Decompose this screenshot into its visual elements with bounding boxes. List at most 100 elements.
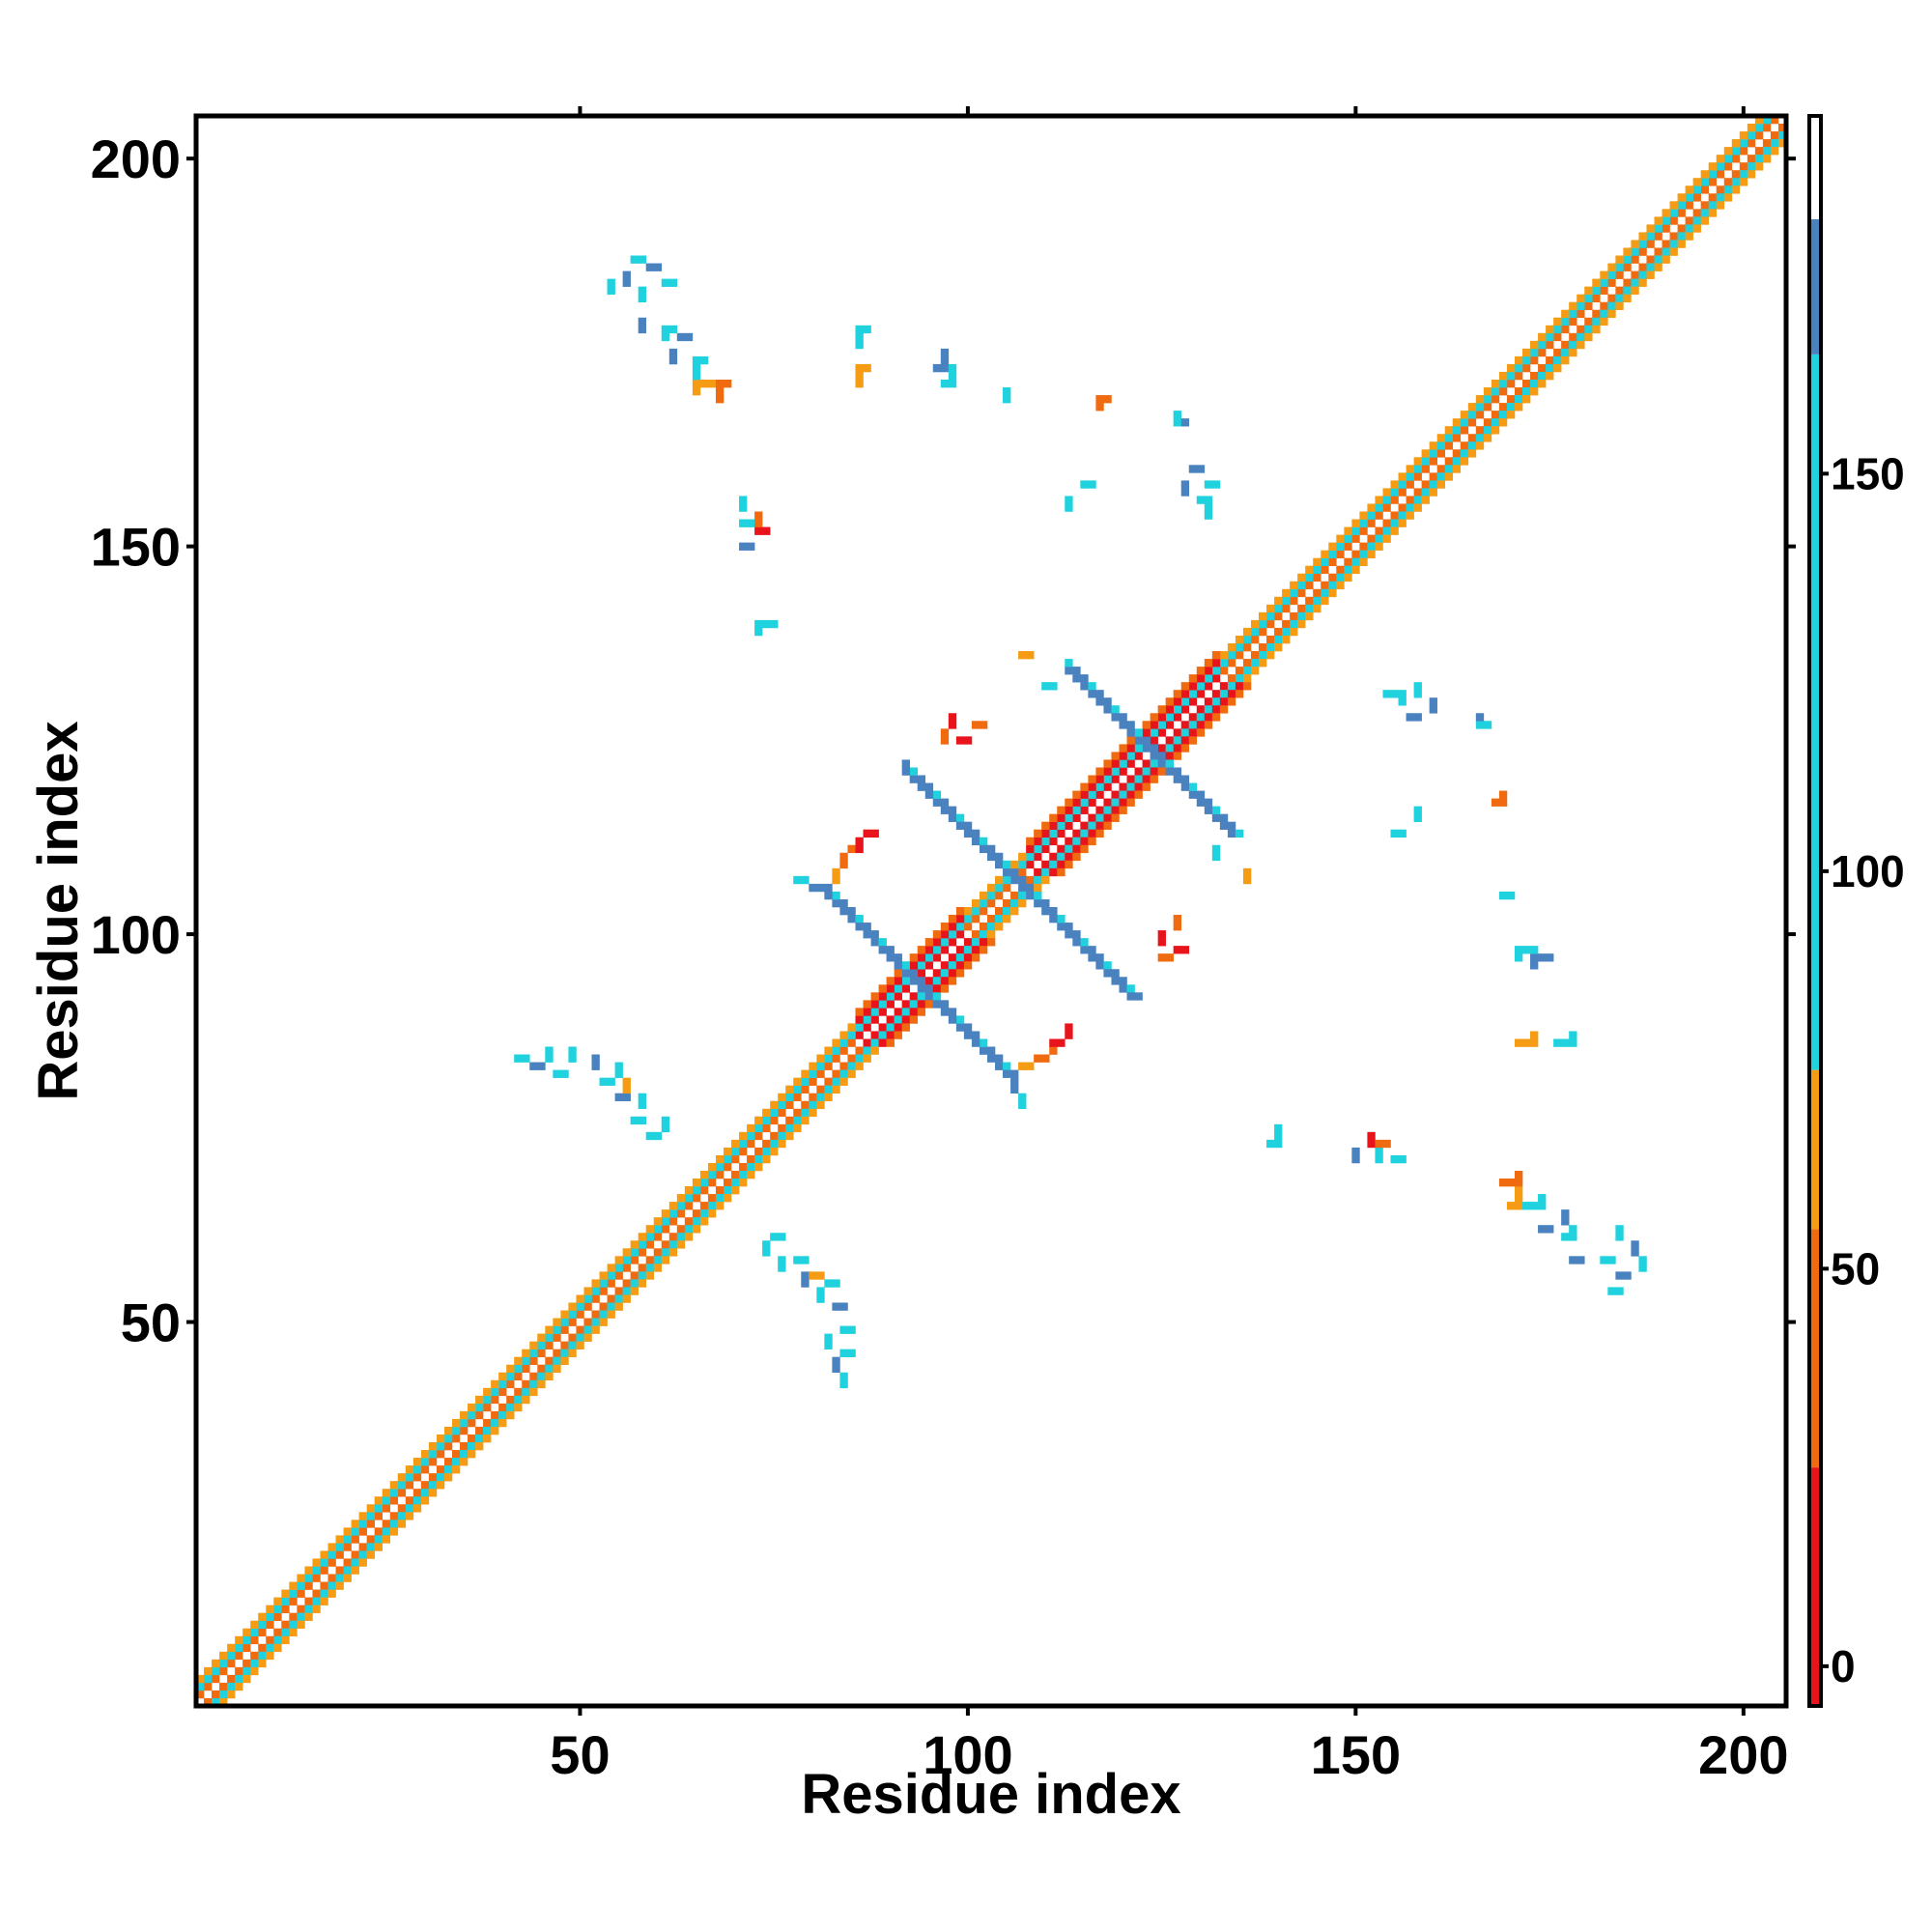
heatmap-cell [1180,682,1190,691]
heatmap-cell [747,1154,755,1164]
heatmap-cell [389,1512,399,1520]
heatmap-cell [839,1379,848,1389]
heatmap-cell [1623,286,1632,295]
heatmap-cell [1398,829,1406,838]
heatmap-cell [1010,898,1019,908]
heatmap-cell [948,806,957,814]
heatmap-cell [1413,690,1422,698]
heatmap-cell [1498,1179,1508,1187]
heatmap-cell [289,1581,298,1590]
heatmap-cell [1088,837,1096,846]
heatmap-cell [855,340,864,350]
heatmap-cell [1041,821,1050,830]
heatmap-cell [847,844,856,854]
heatmap-cell [971,721,980,729]
heatmap-cell [1219,705,1229,714]
heatmap-cell [793,1093,802,1102]
heatmap-cell [1057,915,1065,923]
heatmap-cell [273,1597,282,1605]
heatmap-cell [498,1410,507,1420]
heatmap-cell [1700,201,1710,210]
heatmap-cell [832,1054,840,1063]
heatmap-cell [560,1310,569,1319]
heatmap-cell [1165,721,1174,729]
heatmap-cell [1491,387,1500,396]
heatmap-cell [924,946,934,954]
heatmap-cell [1677,193,1686,202]
heatmap-cell [1561,1038,1570,1047]
heatmap-cell [397,1481,407,1490]
heatmap-cell [932,938,942,947]
heatmap-cell [839,1372,848,1381]
heatmap-cell [1227,642,1236,652]
heatmap-cell [1165,759,1174,768]
heatmap-cell [855,371,864,381]
heatmap-cell [591,1318,600,1326]
heatmap-cell [1514,1202,1523,1210]
heatmap-cell [1242,682,1252,691]
heatmap-cell [1188,465,1198,473]
heatmap-cell [1065,821,1073,830]
heatmap-cell [762,1139,771,1149]
heatmap-cell [1569,1038,1577,1047]
heatmap-cell [204,1697,213,1707]
heatmap-cell [1538,1225,1547,1234]
heatmap-cell [568,1333,577,1342]
heatmap-cell [498,1403,507,1412]
heatmap-cell [1692,224,1701,233]
heatmap-cell [242,1628,251,1637]
heatmap-cell [1382,488,1391,497]
heatmap-cell [420,1481,430,1490]
heatmap-cell [242,1635,251,1645]
heatmap-cell [1436,449,1446,458]
heatmap-cell [591,1054,600,1063]
heatmap-cell [917,977,926,985]
heatmap-cell [1607,1287,1616,1295]
heatmap-cell [1413,682,1422,691]
heatmap-cell [297,1589,305,1598]
heatmap-cell [1460,418,1469,427]
heatmap-cell [684,1233,694,1241]
heatmap-cell [932,946,942,954]
heatmap-cell [1111,759,1120,768]
heatmap-cell [668,278,678,287]
heatmap-cell [1390,480,1399,489]
heatmap-cell [1561,355,1570,365]
heatmap-cell [1375,534,1383,543]
heatmap-cell [699,380,709,388]
heatmap-cell [1026,860,1035,869]
heatmap-cell [684,1186,694,1195]
heatmap-cell [522,1379,530,1389]
heatmap-cell [235,1674,243,1684]
heatmap-cell [1119,984,1127,993]
heatmap-cell [995,906,1004,916]
heatmap-cell [855,325,864,334]
heatmap-cell [1654,263,1662,271]
heatmap-cell [1498,371,1508,381]
heatmap-cell [1569,1233,1577,1241]
heatmap-cell [1390,1154,1399,1164]
heatmap-cell [1196,690,1206,698]
heatmap-cell [1654,232,1662,241]
heatmap-cell [374,1543,383,1551]
heatmap-cell [1034,883,1042,893]
heatmap-cell [1065,813,1073,822]
heatmap-cell [1134,790,1143,799]
heatmap-cell [917,961,926,970]
heatmap-cell [622,1279,631,1288]
heatmap-cell [553,1318,561,1326]
heatmap-cell [281,1589,290,1598]
heatmap-cell [645,1225,655,1234]
heatmap-cell [266,1605,274,1613]
heatmap-cell [1739,139,1748,148]
heatmap-cell [917,782,926,791]
heatmap-cell [986,938,996,947]
heatmap-cell [1390,488,1399,497]
heatmap-cell [793,1123,802,1133]
heatmap-cell [1088,813,1096,822]
heatmap-cell [1305,611,1314,621]
heatmap-cell [1111,977,1120,985]
heatmap-cell [816,1085,825,1094]
heatmap-cell [661,1225,670,1234]
heatmap-cell [1754,155,1764,163]
